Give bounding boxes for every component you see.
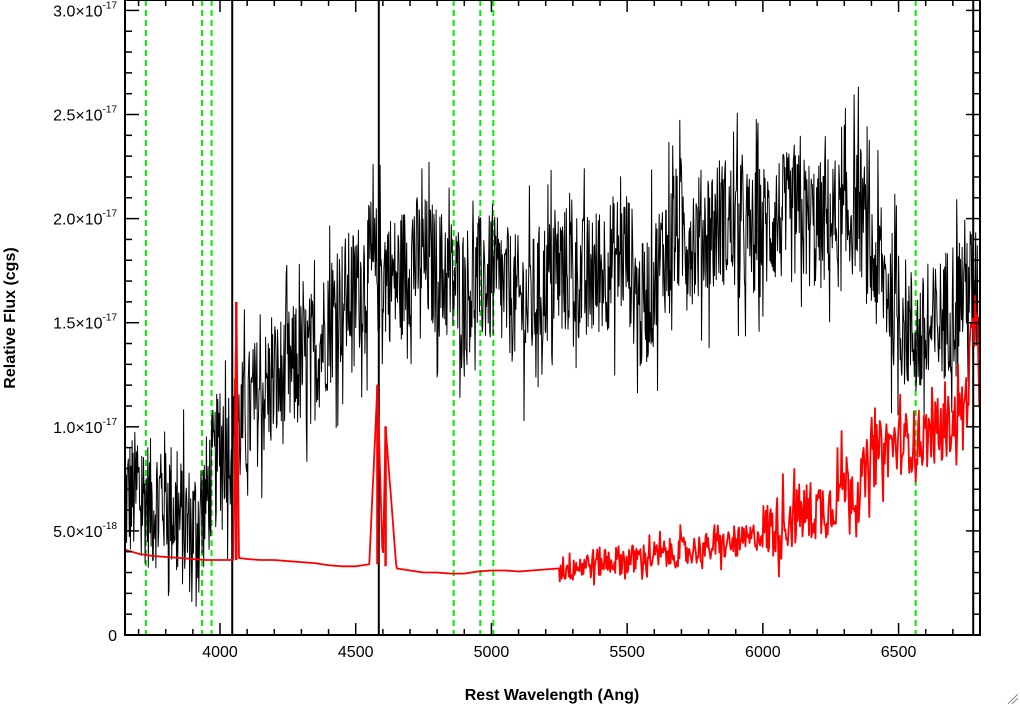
observed-spectrum-line <box>125 86 980 607</box>
x-axis-label: Rest Wavelength (Ang) <box>465 687 640 704</box>
x-tick-label: 4500 <box>338 644 374 661</box>
resize-grip-icon[interactable] <box>1006 692 1018 704</box>
y-tick-label: 0 <box>108 628 117 645</box>
x-tick-label: 6000 <box>745 644 781 661</box>
y-tick-label: 1.5×10-17 <box>53 313 117 333</box>
y-axis-label: Relative Flux (cgs) <box>2 247 19 388</box>
x-tick-label: 5000 <box>474 644 510 661</box>
x-axis-ticks: 4000 4500 5000 5500 6000 6500 <box>137 0 981 661</box>
y-tick-label: 1.0×10-17 <box>53 417 117 437</box>
error-spectrum-line <box>125 294 980 586</box>
y-tick-label: 3.0×10-17 <box>53 0 117 20</box>
x-tick-label: 6500 <box>881 644 917 661</box>
y-axis-ticks: 0 5.0×10-18 1.0×10-17 1.5×10-17 2.0×10-17 2.5… <box>53 0 980 645</box>
series-layer <box>125 86 980 607</box>
plot-frame <box>124 0 981 636</box>
x-tick-label: 4000 <box>202 644 238 661</box>
y-tick-label: 2.5×10-17 <box>53 105 117 125</box>
y-tick-label: 2.0×10-17 <box>53 209 117 229</box>
reference-lines <box>144 0 975 635</box>
y-tick-label: 5.0×10-18 <box>53 521 117 541</box>
x-tick-label: 5500 <box>609 644 645 661</box>
axes-frame <box>124 0 981 636</box>
